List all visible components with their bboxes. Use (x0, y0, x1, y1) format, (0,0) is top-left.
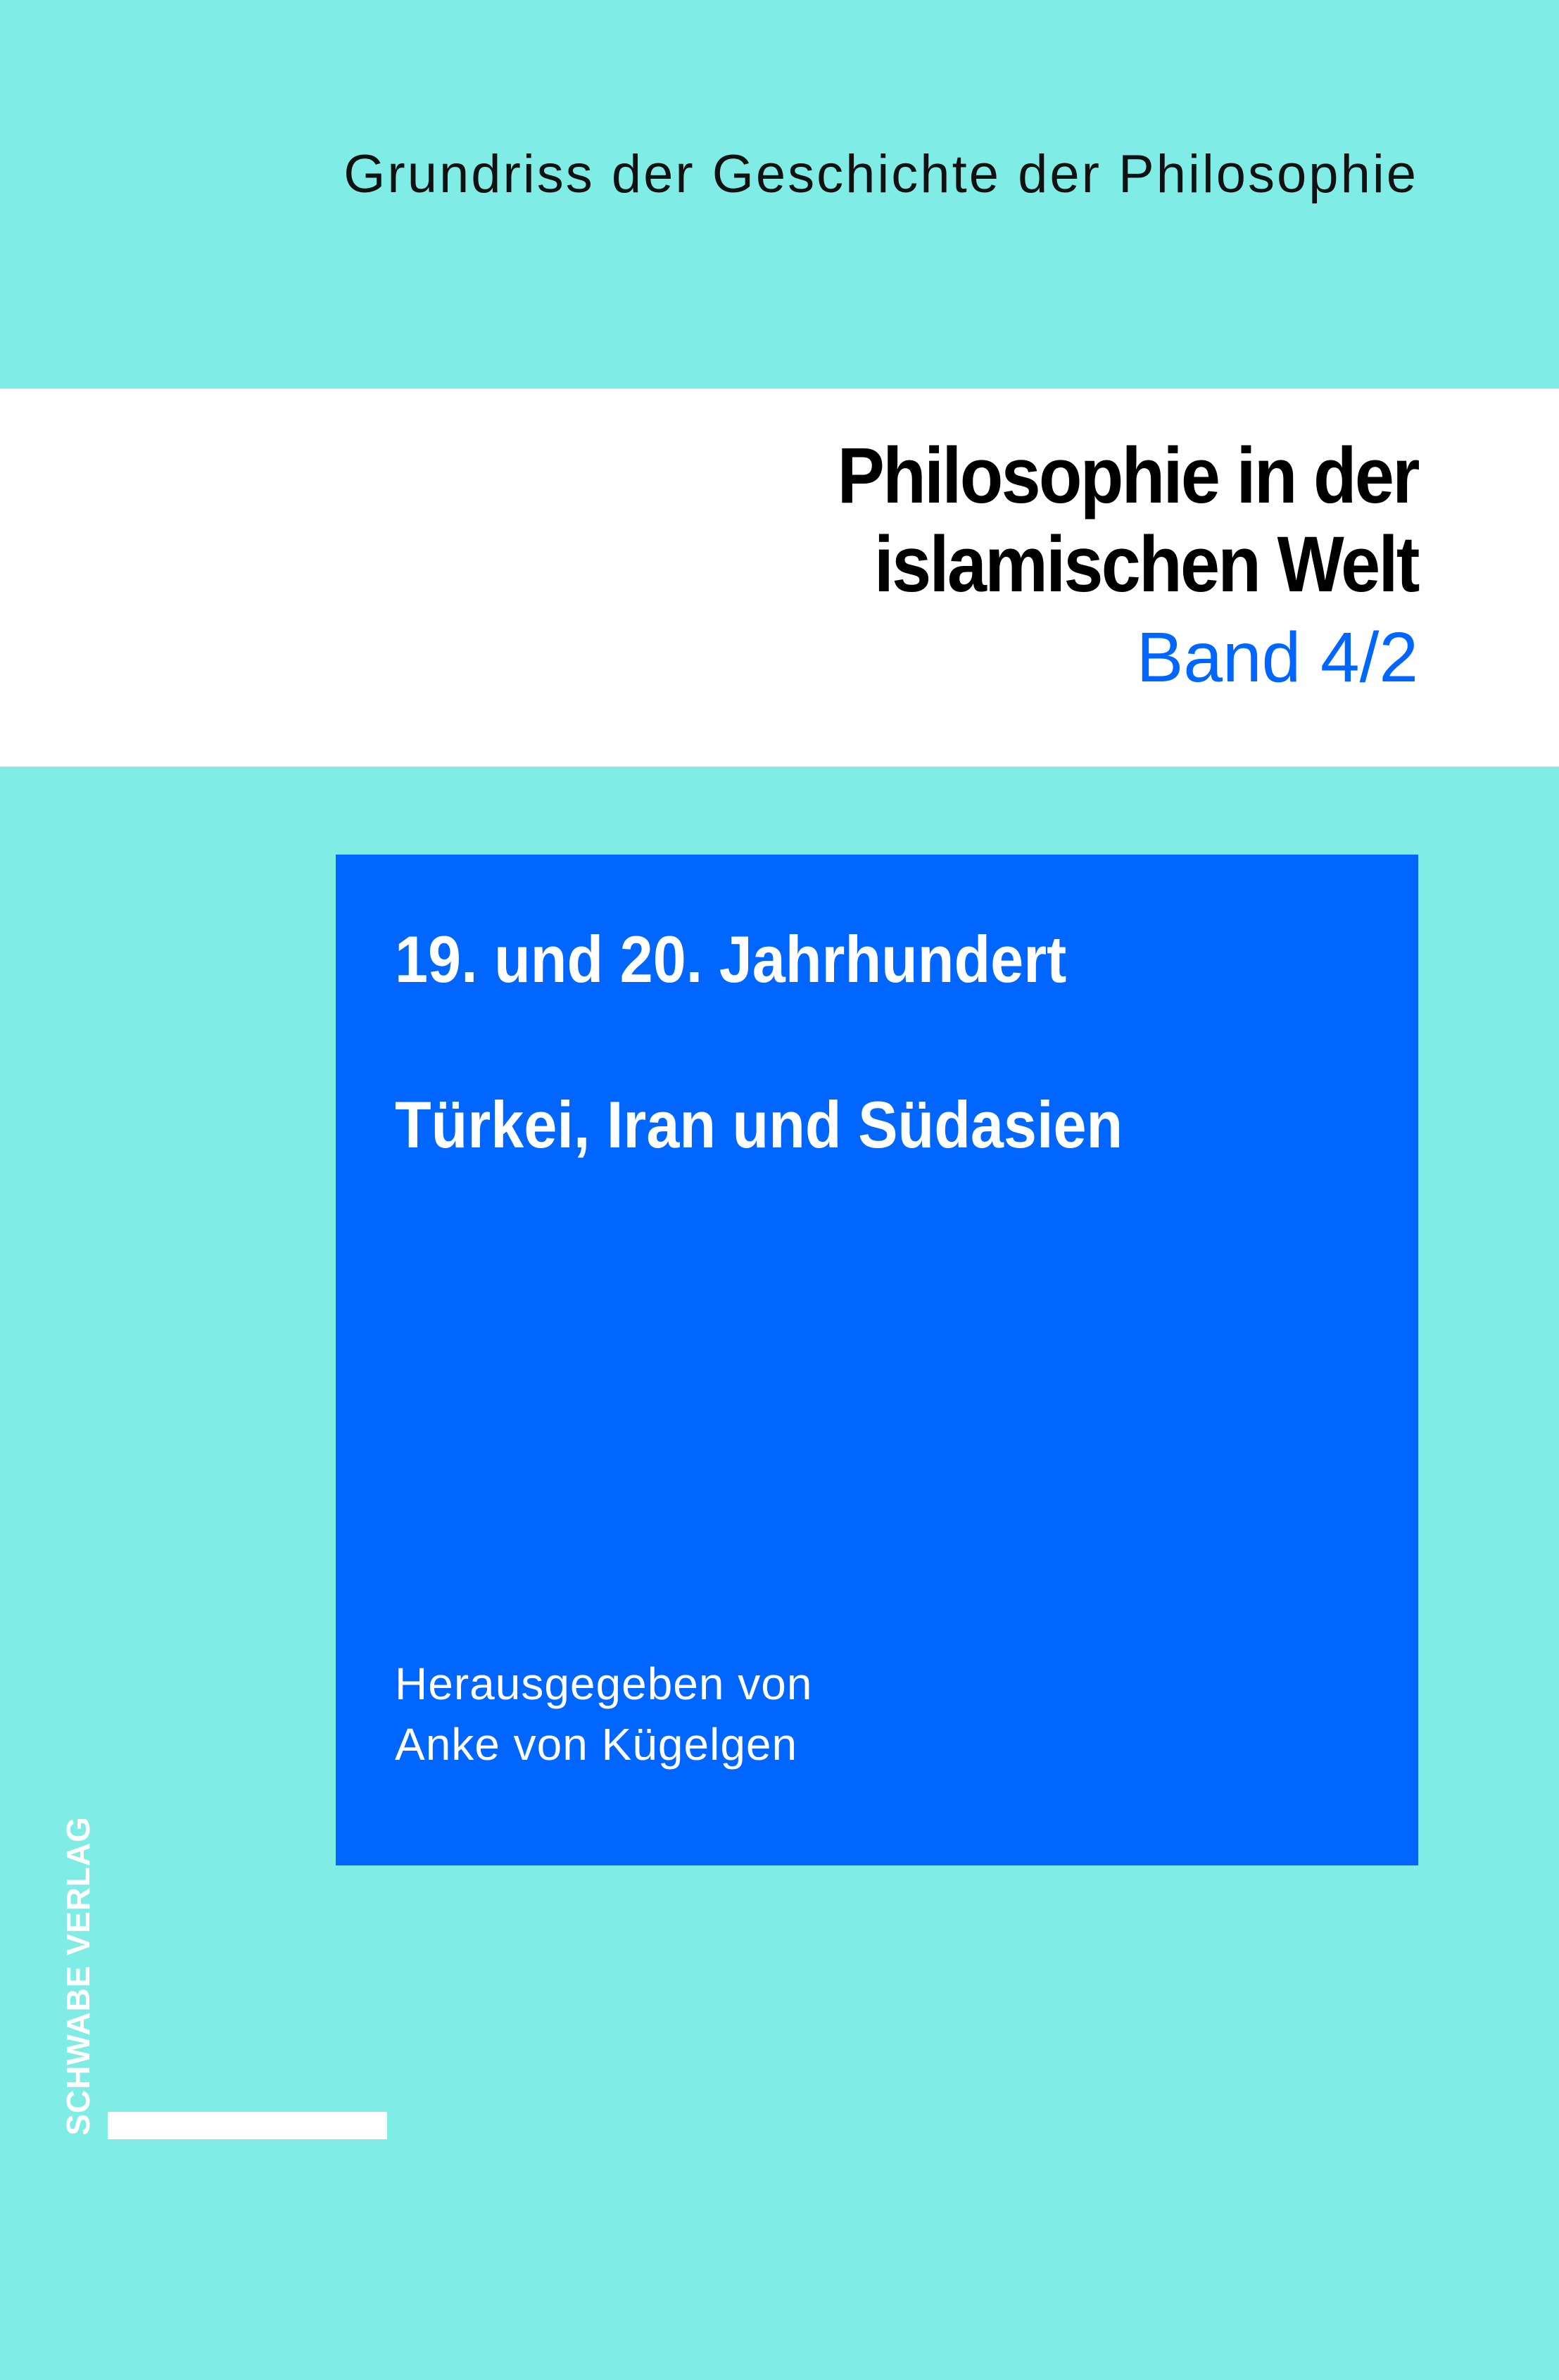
publisher-name: SCHWABE VERLAG (60, 1816, 96, 2136)
volume-label: Band 4/2 (1136, 618, 1418, 697)
editor-label: Herausgegeben von (395, 1658, 813, 1709)
book-title-line-1: Philosophie in der (837, 432, 1420, 520)
subtitle-regions: Türkei, Iran und Südasien (395, 1088, 1123, 1161)
subtitle-period: 19. und 20. Jahrhundert (395, 922, 1067, 996)
publisher-logo: SCHWABE VERLAG (60, 1811, 96, 2141)
title-band (0, 389, 1559, 767)
subtitle-box: 19. und 20. Jahrhundert Türkei, Iran und… (336, 855, 1418, 1865)
series-title: Grundriss der Geschichte der Philosophie (343, 144, 1418, 204)
book-title-line-2: islamischen Welt (874, 520, 1420, 608)
publisher-bar (108, 2112, 387, 2139)
editor-name: Anke von Kügelgen (395, 1719, 798, 1770)
